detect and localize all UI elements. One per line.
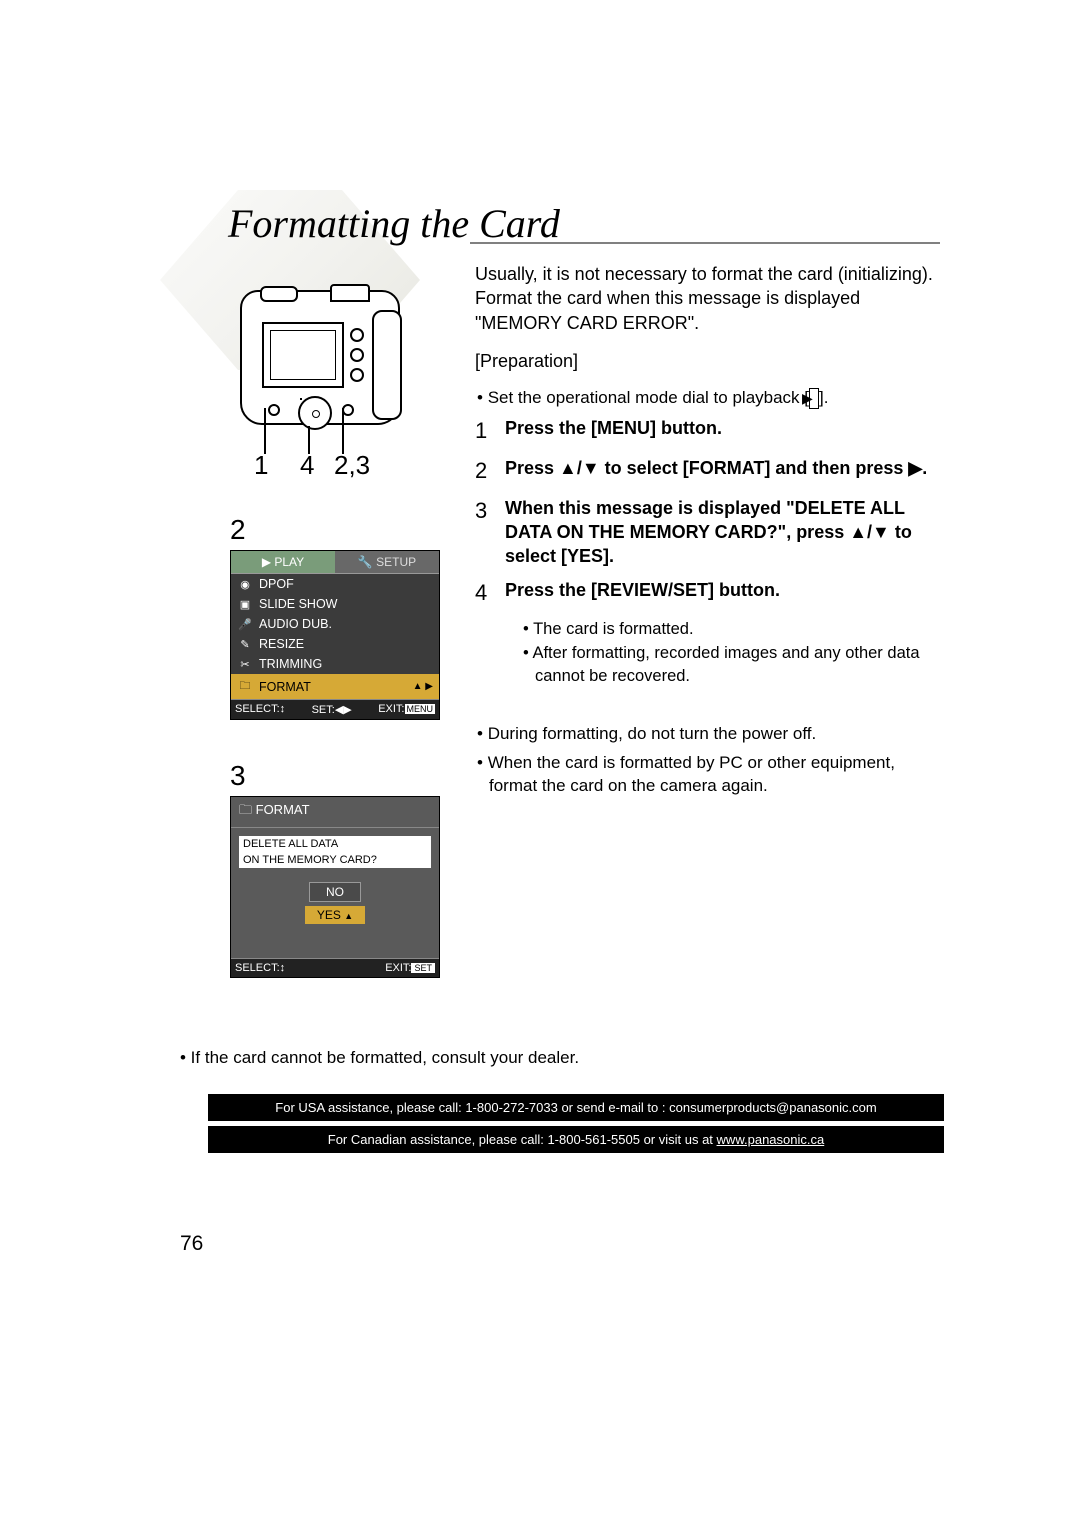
sub4-b-text: After formatting, recorded images and an… bbox=[532, 644, 919, 684]
screen2-play-menu: ▶ PLAY 🔧 SETUP ◉DPOF ▣SLIDE SHOW 🎤AUDIO … bbox=[230, 550, 440, 720]
note-a: • During formatting, do not turn the pow… bbox=[475, 723, 945, 746]
tab-play: ▶ PLAY bbox=[231, 551, 335, 574]
step4-sub-bullets: • The card is formatted. • After formatt… bbox=[475, 618, 945, 687]
callout-4: 4 bbox=[300, 450, 314, 481]
sub4-a-text: The card is formatted. bbox=[533, 620, 693, 638]
status-select-label: SELECT: bbox=[235, 703, 280, 715]
step-1-text: Press the [MENU] button. bbox=[505, 416, 722, 446]
status-set-label: SET: bbox=[312, 704, 335, 716]
intro-text: Usually, it is not necessary to format t… bbox=[475, 262, 945, 335]
instruction-column: Usually, it is not necessary to format t… bbox=[475, 262, 945, 804]
prep-bullet-end: ]. bbox=[819, 388, 828, 407]
screen2-status-bar: SELECT:↕ SET:◀▶ EXIT:MENU bbox=[231, 699, 439, 719]
notes-block: • During formatting, do not turn the pow… bbox=[475, 723, 945, 798]
note-b-text: When the card is formatted by PC or othe… bbox=[488, 753, 895, 795]
assist-usa: For USA assistance, please call: 1-800-2… bbox=[208, 1094, 944, 1121]
screen3-step-label: 3 bbox=[230, 760, 246, 792]
step-2: 2 Press ▲/▼ to select [FORMAT] and then … bbox=[475, 456, 945, 486]
step-4-num: 4 bbox=[475, 578, 505, 608]
step-3-num: 3 bbox=[475, 496, 505, 569]
menu-resize: ✎RESIZE bbox=[231, 634, 439, 654]
step-4-text: Press the [REVIEW/SET] button. bbox=[505, 578, 780, 608]
step-3-text: When this message is displayed "DELETE A… bbox=[505, 496, 945, 569]
status-exit-label: EXIT: bbox=[378, 703, 404, 715]
manual-page: Formatting the Card 1 4 2,3 2 ▶ PLAY 🔧 S… bbox=[0, 0, 1080, 1526]
callout-1: 1 bbox=[254, 450, 268, 481]
tab-setup: 🔧 SETUP bbox=[335, 551, 439, 574]
note-b: • When the card is formatted by PC or ot… bbox=[475, 752, 945, 798]
menu-format-highlight: 🗀FORMAT ▲ ▶ bbox=[231, 674, 439, 699]
sub4-b: • After formatting, recorded images and … bbox=[521, 642, 945, 687]
menu-format-label: FORMAT bbox=[259, 680, 311, 694]
step-2-text: Press ▲/▼ to select [FORMAT] and then pr… bbox=[505, 456, 927, 486]
playback-icon: ▶ bbox=[809, 388, 819, 409]
option-no: NO bbox=[309, 882, 361, 902]
assist-can-text: For Canadian assistance, please call: 1-… bbox=[328, 1132, 717, 1147]
step-1: 1 Press the [MENU] button. bbox=[475, 416, 945, 446]
menu-trim: ✂TRIMMING bbox=[231, 654, 439, 674]
screen2-step-label: 2 bbox=[230, 514, 246, 546]
bottom-note: • If the card cannot be formatted, consu… bbox=[180, 1048, 579, 1068]
page-number: 76 bbox=[180, 1232, 203, 1256]
step-2-num: 2 bbox=[475, 456, 505, 486]
menu-dpof-label: DPOF bbox=[259, 577, 294, 591]
menu-slide-label: SLIDE SHOW bbox=[259, 597, 338, 611]
screen3-format-confirm: 🗀 FORMAT DELETE ALL DATA ON THE MEMORY C… bbox=[230, 796, 440, 978]
assist-canada: For Canadian assistance, please call: 1-… bbox=[208, 1126, 944, 1153]
camera-illustration bbox=[230, 280, 415, 445]
assist-can-link: www.panasonic.ca bbox=[717, 1132, 825, 1147]
note-a-text: During formatting, do not turn the power… bbox=[488, 724, 817, 743]
screen3-status-select: SELECT: bbox=[235, 962, 280, 974]
menu-trim-label: TRIMMING bbox=[259, 657, 322, 671]
confirm-line2: ON THE MEMORY CARD? bbox=[239, 852, 431, 868]
status-exit-btn: MENU bbox=[405, 704, 436, 714]
option-yes-label: YES bbox=[317, 908, 341, 922]
option-yes: YES ▲ bbox=[305, 906, 365, 924]
screen3-status-exit: EXIT: bbox=[385, 962, 411, 974]
confirm-line1: DELETE ALL DATA bbox=[239, 836, 431, 852]
sub4-a: • The card is formatted. bbox=[521, 618, 945, 640]
step-3: 3 When this message is displayed "DELETE… bbox=[475, 496, 945, 569]
menu-audio-label: AUDIO DUB. bbox=[259, 617, 332, 631]
callout-23: 2,3 bbox=[334, 450, 370, 481]
screen3-header: 🗀 FORMAT bbox=[231, 797, 439, 828]
screen3-header-label: FORMAT bbox=[256, 802, 310, 817]
menu-slide: ▣SLIDE SHOW bbox=[231, 594, 439, 614]
page-title: Formatting the Card bbox=[228, 200, 560, 247]
screen3-status-exit-btn: SET bbox=[411, 963, 435, 973]
menu-dpof: ◉DPOF bbox=[231, 574, 439, 594]
prep-bullet-text: Set the operational mode dial to playbac… bbox=[488, 388, 809, 407]
menu-resize-label: RESIZE bbox=[259, 637, 304, 651]
prep-bullet: • Set the operational mode dial to playb… bbox=[475, 387, 945, 410]
step-4: 4 Press the [REVIEW/SET] button. bbox=[475, 578, 945, 608]
screen3-status-bar: SELECT:↕ EXIT:SET bbox=[231, 958, 439, 977]
menu-audio: 🎤AUDIO DUB. bbox=[231, 614, 439, 634]
preparation-label: [Preparation] bbox=[475, 349, 945, 373]
step-1-num: 1 bbox=[475, 416, 505, 446]
